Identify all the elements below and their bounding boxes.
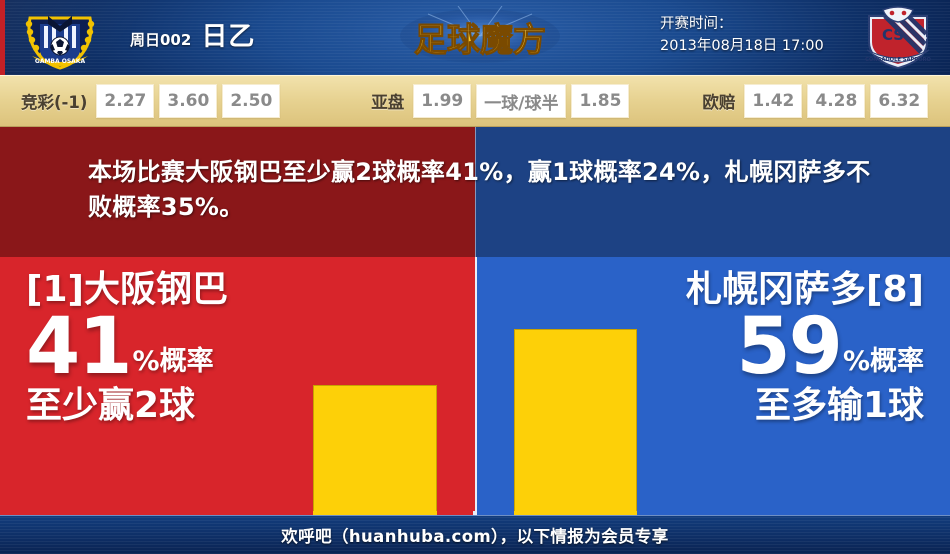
base-seg-home-red	[0, 511, 313, 515]
odds-group-jingcai: 竞彩(-1) 2.27 3.60 2.50	[21, 84, 285, 118]
odds-cell-european-3[interactable]: 6.32	[870, 84, 929, 118]
brand-logo-text: 足球魔方	[414, 20, 546, 59]
footer-bar: 欢呼吧（huanhuba.com），以下情报为会员专享	[0, 515, 950, 554]
odds-label-jingcai: 竞彩(-1)	[21, 93, 88, 112]
header-bar: GAMBA OSAKA 周日002 日乙	[0, 0, 950, 75]
away-crest-label: CONSADOLE SAPPORO	[865, 57, 931, 63]
home-stats: [1]大阪钢巴 41 %概率 至少赢2球	[26, 269, 228, 426]
odds-cell-jingcai-1[interactable]: 2.27	[96, 84, 155, 118]
summary-banner-text: 本场比赛大阪钢巴至少赢2球概率41%，赢1球概率24%，札幌冈萨多不败概率35%…	[88, 158, 871, 222]
bar-base-strip	[0, 511, 950, 515]
match-info: 周日002 日乙	[130, 16, 255, 53]
base-seg-home-red-2	[437, 511, 473, 515]
base-seg-divider	[473, 511, 477, 515]
away-team-crest-icon: CS CONSADOLE SAPPORO	[855, 4, 941, 72]
kickoff-label: 开赛时间：	[660, 16, 733, 32]
odds-group-european: 欧赔 1.42 4.28 6.32	[702, 84, 933, 118]
header-left-accent	[0, 0, 5, 75]
home-probability-bar	[313, 385, 437, 515]
odds-label-european: 欧赔	[702, 93, 736, 112]
match-league: 日乙	[201, 22, 256, 52]
match-round: 周日002	[130, 31, 192, 49]
away-outcome-label: 至多输1球	[754, 384, 924, 426]
odds-cell-asian-2[interactable]: 1.85	[571, 84, 630, 118]
kickoff-time: 开赛时间： 2013年08月18日 17:00	[660, 14, 824, 58]
odds-cell-jingcai-2[interactable]: 3.60	[159, 84, 218, 118]
probability-comparison: [1]大阪钢巴 41 %概率 至少赢2球 札幌冈萨多[8] 59 %概率 至多输…	[0, 257, 950, 515]
odds-cell-asian-handicap[interactable]: 一球/球半	[476, 84, 567, 118]
odds-label-asian: 亚盘	[371, 93, 405, 112]
summary-banner-left-fill	[0, 127, 475, 257]
summary-banner-right-fill	[475, 127, 950, 257]
base-seg-away-blue-2	[637, 511, 950, 515]
base-seg-away-blue	[477, 511, 514, 515]
away-percent-row: 59 %概率	[686, 301, 924, 392]
home-team-crest-icon: GAMBA OSAKA	[16, 4, 104, 72]
home-outcome-label: 至少赢2球	[26, 384, 196, 426]
odds-cell-asian-1[interactable]: 1.99	[413, 84, 472, 118]
away-probability-bar	[514, 329, 637, 515]
odds-group-asian: 亚盘 1.99 一球/球半 1.85	[371, 84, 634, 118]
odds-bar: 竞彩(-1) 2.27 3.60 2.50 亚盘 1.99 一球/球半 1.85…	[0, 75, 950, 127]
away-team-name: 札幌冈萨多[8]	[686, 269, 924, 310]
away-percent-value: 59	[736, 301, 843, 392]
home-percent-value: 41	[26, 301, 133, 392]
odds-cell-european-1[interactable]: 1.42	[744, 84, 803, 118]
base-seg-home-yellow	[313, 511, 437, 515]
base-seg-away-yellow	[514, 511, 637, 515]
home-team-name: [1]大阪钢巴	[26, 269, 228, 310]
brand-logo-icon[interactable]: 足球魔方	[398, 5, 563, 70]
home-percent-suffix: %概率	[132, 345, 214, 377]
footer-text: 欢呼吧（huanhuba.com），以下情报为会员专享	[281, 527, 669, 546]
odds-cell-european-2[interactable]: 4.28	[807, 84, 866, 118]
away-stats: 札幌冈萨多[8] 59 %概率 至多输1球	[686, 269, 924, 426]
kickoff-value: 2013年08月18日 17:00	[660, 37, 824, 54]
odds-cell-jingcai-3[interactable]: 2.50	[222, 84, 281, 118]
home-crest-label: GAMBA OSAKA	[35, 58, 86, 65]
away-crest-initials: CS	[882, 26, 904, 44]
home-percent-row: 41 %概率	[26, 301, 228, 392]
away-percent-suffix: %概率	[842, 345, 924, 377]
summary-banner: 本场比赛大阪钢巴至少赢2球概率41%，赢1球概率24%，札幌冈萨多不败概率35%…	[0, 127, 950, 257]
